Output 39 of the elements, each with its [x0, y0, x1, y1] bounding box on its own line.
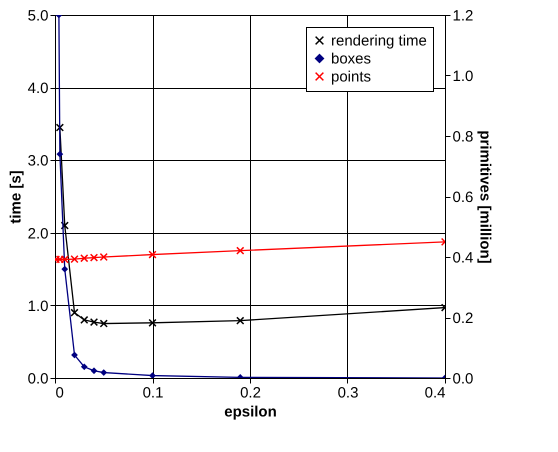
y-tick-label: 2.0 [28, 225, 48, 242]
point [60, 221, 69, 230]
y-tick-label: 0.0 [28, 370, 48, 388]
point [236, 316, 244, 325]
point [148, 318, 157, 327]
y-tick-label: 5.0 [28, 8, 48, 24]
y2-tick-label: 0.4 [452, 250, 474, 266]
point [56, 150, 64, 158]
point [149, 372, 156, 378]
legend-label: points [331, 68, 372, 86]
x-tick-label: 0.3 [338, 384, 358, 402]
y-tick-label: 4.0 [28, 80, 48, 98]
point [148, 250, 157, 259]
point [71, 352, 78, 358]
y-axis-title: time [s] [8, 170, 25, 224]
y2-tick-label: 0.2 [452, 310, 474, 327]
point [90, 367, 98, 374]
y2-tick-label: 1.0 [452, 68, 474, 85]
y2-tick-label: 0.0 [452, 370, 474, 388]
y-tick-label: 1.0 [28, 298, 48, 315]
point [61, 266, 68, 272]
point [56, 123, 64, 132]
x-tick-label: 0 [56, 384, 64, 402]
legend-label: rendering time [331, 32, 427, 50]
y-tick-label: 3.0 [28, 152, 48, 170]
point [236, 246, 244, 255]
y2-axis-title: primitives [million] [476, 130, 494, 264]
x-tick-label: 0.2 [240, 384, 261, 402]
point [80, 316, 88, 324]
legend-label: boxes [331, 50, 372, 68]
point [100, 369, 108, 376]
point [80, 363, 88, 370]
point [70, 308, 79, 317]
x-tick-label: 0.4 [424, 384, 446, 402]
x-axis-title: epsilon [224, 404, 277, 420]
y2-tick-label: 0.6 [452, 189, 474, 206]
y2-tick-label: 1.2 [452, 8, 474, 24]
x-tick-label: 0.1 [142, 384, 164, 402]
y2-tick-label: 0.8 [452, 128, 474, 146]
